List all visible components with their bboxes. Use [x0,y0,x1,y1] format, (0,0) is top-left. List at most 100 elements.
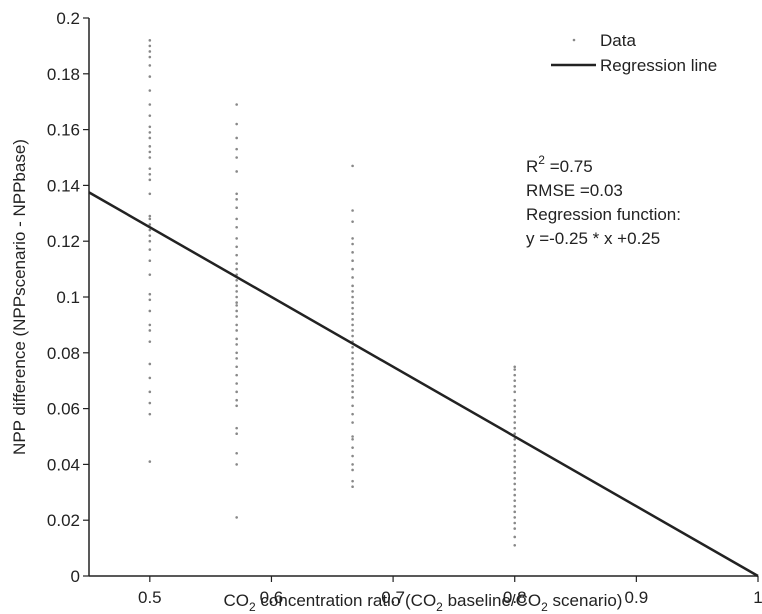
data-point [513,410,517,413]
data-point [513,384,517,388]
data-point [513,454,517,458]
y-tick-label: 0.16 [47,121,80,140]
data-point [351,463,354,466]
data-point [148,362,152,366]
data-point [351,295,354,299]
legend-line-label: Regression line [600,56,717,75]
data-point [148,401,152,405]
data-point [513,443,517,447]
data-point [351,446,354,449]
data-point [513,437,517,441]
data-point [513,398,517,402]
data-point [235,192,238,196]
data-point [351,357,354,360]
data-point [148,223,152,226]
data-point [148,39,152,42]
data-point [351,479,354,483]
data-point [351,220,354,223]
data-point [351,318,354,321]
data-point [148,214,152,218]
data-point [148,114,152,117]
data-point [513,499,517,502]
data-point [513,432,517,436]
data-point [351,306,354,310]
data-point [235,225,238,229]
data-point [235,301,238,304]
data-point [235,304,238,307]
y-tick-label: 0.14 [47,176,80,195]
data-point [235,426,238,430]
data-point [351,368,354,371]
data-point [351,242,354,246]
data-point [148,298,152,302]
data-point [148,136,152,140]
y-tick-label: 0 [71,567,80,586]
data-point [235,357,238,360]
data-point [148,217,152,221]
data-point [235,262,238,265]
data-point [351,329,354,332]
data-point [235,451,238,455]
data-point [148,75,152,78]
data-point [351,384,354,388]
data-point [513,404,517,408]
data-point [148,156,152,159]
function-label-text: Regression function: [526,205,681,224]
data-point [351,284,354,288]
data-point [513,460,517,463]
regression-line [88,191,759,578]
data-point [351,209,354,212]
data-point [148,64,152,67]
data-point [351,396,354,399]
data-points [148,39,517,547]
data-point [513,471,517,475]
y-tick-label: 0.06 [47,400,80,419]
y-tick-label: 0.18 [47,65,80,84]
data-point [235,170,238,173]
data-point [235,122,238,126]
data-point [148,55,152,59]
data-point [235,343,238,346]
data-point [148,150,152,154]
data-point [513,544,517,547]
data-point [148,292,152,296]
data-point [235,337,238,341]
data-point [235,278,238,282]
data-point [351,437,354,441]
y-tick-label: 0.12 [47,232,80,251]
data-point [235,284,238,288]
data-point [513,516,517,519]
legend-data-label: Data [600,31,636,50]
data-point [235,404,238,408]
data-point [235,237,238,240]
r-squared-text: R2 =0.75 [526,153,593,176]
data-point [513,365,517,369]
rmse-text: RMSE =0.03 [526,181,623,200]
data-point [235,206,238,210]
y-tick-label: 0.04 [47,455,80,474]
data-point [351,301,354,304]
data-point [148,323,152,327]
data-point [235,365,238,369]
data-point [513,477,517,480]
data-point [148,145,152,148]
data-point [351,485,354,489]
data-point [235,290,238,293]
data-point [351,164,354,168]
data-point [351,312,354,316]
data-point [235,156,238,159]
data-point [351,267,354,271]
data-point [513,368,517,371]
data-point [235,267,238,271]
data-point [148,340,152,343]
data-point [148,125,152,129]
data-point [148,460,152,463]
data-point [513,493,517,497]
data-point [351,259,354,263]
data-point [351,390,354,394]
data-point [351,276,354,279]
y-axis-title: NPP difference (NPPscenario - NPPbase) [10,139,29,455]
legend: Data Regression line [551,31,717,75]
data-point [351,468,354,472]
